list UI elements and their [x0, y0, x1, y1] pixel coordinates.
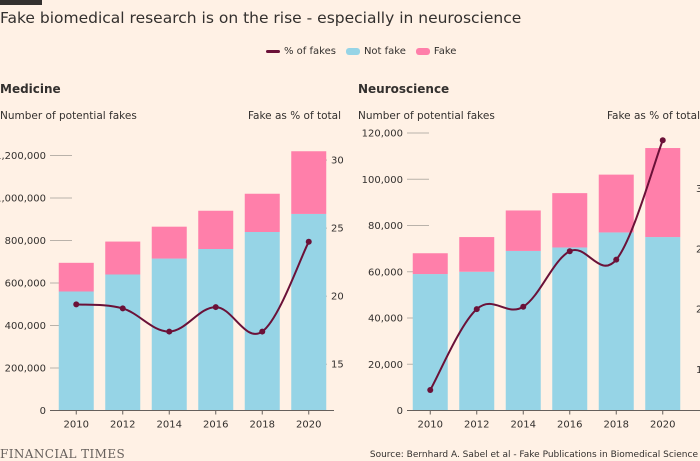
- legend-item-not-fake: Not fake: [345, 46, 406, 57]
- medicine-pct-fakes-point: [305, 238, 312, 245]
- medicine-x-tick-label: 2010: [64, 420, 89, 431]
- medicine-bar-fake: [244, 193, 280, 232]
- neuroscience-x-tick-label: 2012: [464, 420, 489, 431]
- neuroscience-y-tick-label: 0: [397, 406, 403, 417]
- neuroscience-pct-fakes-point: [427, 386, 434, 393]
- neuroscience-y-axis-label: Number of potential fakes: [358, 110, 495, 122]
- legend-swatch-pct-fakes: [266, 50, 280, 53]
- medicine-bar-fake: [58, 262, 94, 292]
- medicine-pct-fakes-point: [212, 304, 219, 311]
- medicine-y-tick-label: 1,200,000: [0, 151, 46, 162]
- neuroscience-pct-fakes-point: [473, 306, 480, 313]
- neuroscience-y-tick-label: 40,000: [368, 314, 403, 325]
- neuroscience-y2-tick-label: 15: [696, 365, 700, 376]
- neuroscience-bar-fake: [645, 148, 681, 238]
- ft-brand-bar: [0, 0, 42, 5]
- neuroscience-y2-tick-label: 30: [696, 184, 700, 195]
- neuroscience-bar-not-fake: [645, 237, 681, 411]
- neuroscience-y-tick-label: 20,000: [368, 360, 403, 371]
- medicine-y-axis-label: Number of potential fakes: [0, 110, 137, 122]
- legend: % of fakes Not fake Fake: [266, 46, 466, 57]
- neuroscience-bar-fake: [505, 210, 541, 251]
- source-note: Source: Bernhard A. Sabel et al - Fake P…: [369, 450, 698, 460]
- legend-item-pct-fakes: % of fakes: [266, 46, 336, 57]
- medicine-bar-fake: [198, 210, 234, 249]
- neuroscience-x-tick-label: 2016: [557, 420, 582, 431]
- neuroscience-x-tick-label: 2020: [650, 420, 675, 431]
- medicine-pct-fakes-point: [259, 328, 266, 335]
- medicine-bar-fake: [105, 241, 141, 275]
- medicine-bar-not-fake: [198, 249, 234, 411]
- medicine-y-tick-label: 0: [40, 406, 46, 417]
- neuroscience-pct-fakes-point: [520, 303, 527, 310]
- medicine-y2-tick-label: 25: [331, 224, 344, 235]
- neuroscience-bar-not-fake: [552, 247, 588, 411]
- medicine-y2-tick-label: 15: [331, 360, 344, 371]
- neuroscience-x-tick-label: 2018: [604, 420, 629, 431]
- medicine-pct-fakes-point: [166, 328, 173, 335]
- medicine-x-tick-label: 2014: [157, 420, 182, 431]
- medicine-y-tick-label: 400,000: [5, 321, 46, 332]
- legend-label-not-fake: Not fake: [363, 46, 406, 57]
- neuroscience-pct-fakes-point: [566, 248, 573, 255]
- neuroscience-x-tick-label: 2014: [511, 420, 536, 431]
- neuroscience-y2-tick-label: 20: [696, 305, 700, 316]
- neuroscience-y-tick-label: 100,000: [362, 175, 403, 186]
- medicine-x-tick-label: 2020: [296, 420, 321, 431]
- footer-brand: FINANCIAL TIMES: [0, 447, 126, 461]
- medicine-bar-not-fake: [105, 274, 141, 411]
- medicine-pct-fakes-point: [119, 305, 126, 312]
- neuroscience-pct-fakes-point: [659, 137, 666, 144]
- neuroscience-y2-tick-label: 25: [696, 244, 700, 255]
- neuroscience-pct-fakes-line: [429, 139, 664, 391]
- medicine-bar-not-fake: [58, 291, 94, 411]
- medicine-bar-fake: [291, 151, 327, 214]
- neuroscience-y-tick-label: 60,000: [368, 267, 403, 278]
- neuroscience-bar-fake: [412, 253, 448, 275]
- neuroscience-bar-not-fake: [459, 271, 495, 411]
- medicine-x-tick-label: 2016: [203, 420, 228, 431]
- medicine-bar-fake: [151, 226, 187, 259]
- medicine-y-tick-label: 1,000,000: [0, 194, 46, 205]
- medicine-y2-axis-label: Fake as % of total: [248, 110, 341, 122]
- neuroscience-x-tick-label: 2010: [418, 420, 443, 431]
- legend-item-fake: Fake: [415, 46, 457, 57]
- legend-label-fake: Fake: [433, 46, 457, 57]
- legend-swatch-not-fake: [345, 48, 360, 55]
- legend-label-pct-fakes: % of fakes: [284, 46, 336, 57]
- medicine-y2-tick-label: 20: [331, 292, 344, 303]
- neuroscience-bar-not-fake: [505, 250, 541, 411]
- neuroscience-y-tick-label: 80,000: [368, 221, 403, 232]
- medicine-bar-not-fake: [244, 232, 280, 411]
- medicine-pct-fakes-point: [73, 301, 80, 308]
- medicine-y-tick-label: 800,000: [5, 236, 46, 247]
- neuroscience-bar-fake: [459, 237, 495, 272]
- neuroscience-panel-title: Neuroscience: [358, 82, 449, 96]
- medicine-y2-tick-label: 30: [331, 156, 344, 167]
- medicine-bar-not-fake: [291, 213, 327, 411]
- neuroscience-pct-fakes-point: [613, 256, 620, 263]
- neuroscience-bar-fake: [552, 193, 588, 248]
- neuroscience-y2-axis-label: Fake as % of total: [607, 110, 700, 122]
- chart-title: Fake biomedical research is on the rise …: [0, 9, 522, 27]
- medicine-x-tick-label: 2012: [110, 420, 135, 431]
- medicine-x-tick-label: 2018: [250, 420, 275, 431]
- legend-swatch-fake: [415, 48, 430, 55]
- neuroscience-bar-fake: [598, 174, 634, 233]
- neuroscience-y-tick-label: 120,000: [362, 129, 403, 140]
- medicine-panel-title: Medicine: [0, 82, 61, 96]
- medicine-y-tick-label: 200,000: [5, 364, 46, 375]
- medicine-y-tick-label: 600,000: [5, 279, 46, 290]
